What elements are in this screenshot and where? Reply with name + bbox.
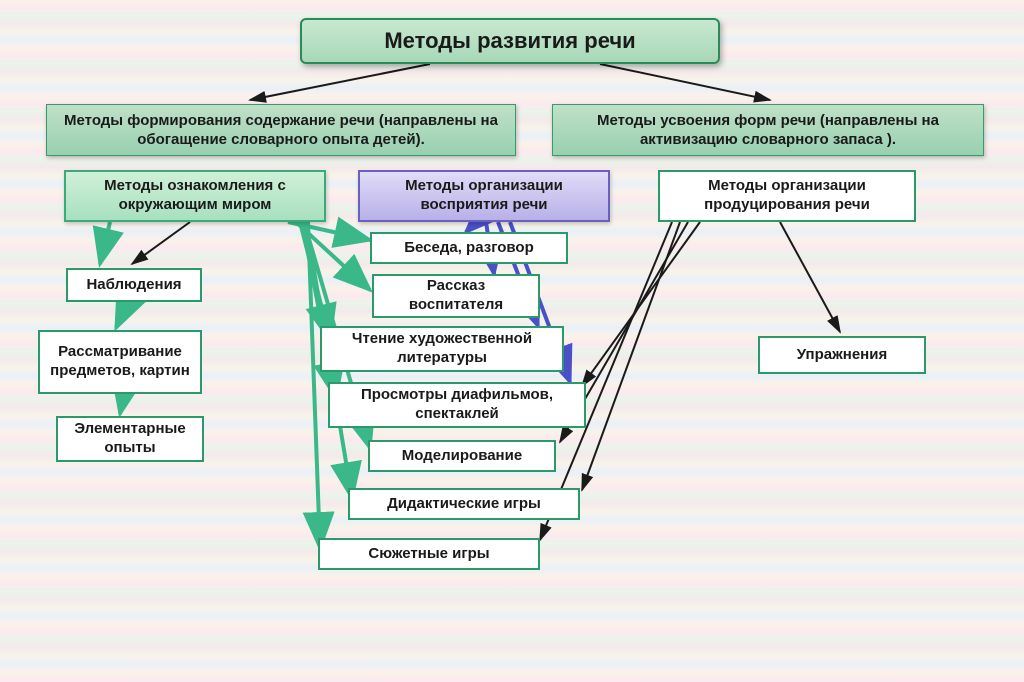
mid-item-5: Моделирование — [368, 440, 556, 472]
mid-item-2: Рассказ воспитателя — [372, 274, 540, 318]
left-item-1: Наблюдения — [66, 268, 202, 302]
col2-head: Методы организации восприятия речи — [358, 170, 610, 222]
mid-item-7: Сюжетные игры — [318, 538, 540, 570]
left-item-2: Рассматривание предметов, картин — [38, 330, 202, 394]
sub-right-box: Методы усвоения форм речи (направлены на… — [552, 104, 984, 156]
col1-head: Методы ознакомления с окружающим миром — [64, 170, 326, 222]
right-item-1: Упражнения — [758, 336, 926, 374]
mid-item-6: Дидактические игры — [348, 488, 580, 520]
col3-head: Методы организации продуцирования речи — [658, 170, 916, 222]
mid-item-4: Просмотры диафильмов, спектаклей — [328, 382, 586, 428]
title-box: Методы развития речи — [300, 18, 720, 64]
mid-item-1: Беседа, разговор — [370, 232, 568, 264]
left-item-3: Элементарные опыты — [56, 416, 204, 462]
mid-item-3: Чтение художественной литературы — [320, 326, 564, 372]
sub-left-box: Методы формирования содержание речи (нап… — [46, 104, 516, 156]
